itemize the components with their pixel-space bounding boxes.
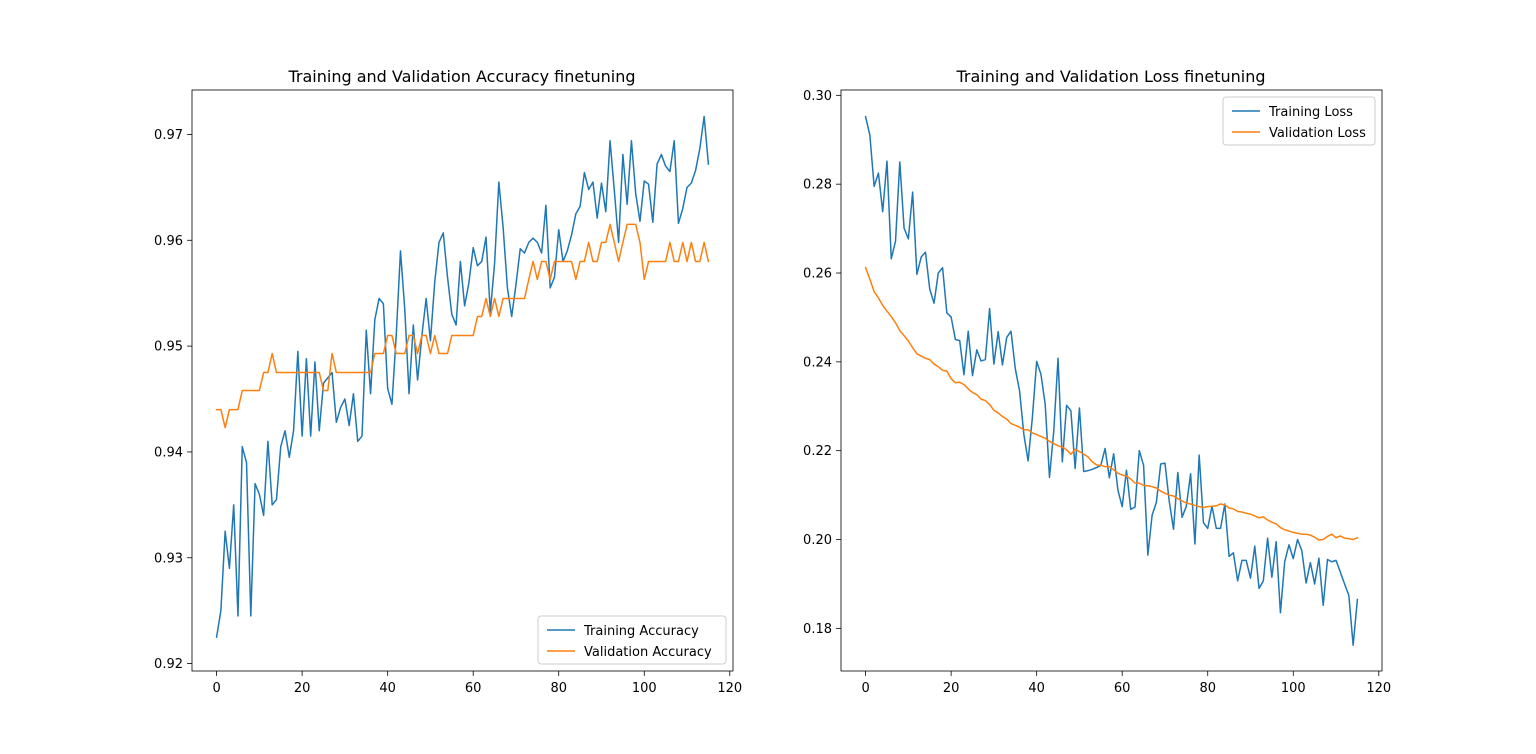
accuracy-chart-title: Training and Validation Accuracy finetun… xyxy=(288,67,636,86)
loss-y-tick-label: 0.22 xyxy=(803,444,832,459)
loss-y-tick-label: 0.30 xyxy=(803,89,832,104)
loss-x-tick-label: 40 xyxy=(1028,681,1045,696)
accuracy-x-tick-label: 0 xyxy=(212,681,220,696)
loss-x-tick-label: 80 xyxy=(1199,681,1216,696)
loss-y-tick-label: 0.20 xyxy=(803,533,832,548)
loss-y-tick-label: 0.26 xyxy=(803,267,832,282)
loss-panel: Training and Validation Loss finetuning … xyxy=(803,67,1391,696)
accuracy-legend-label: Validation Accuracy xyxy=(584,645,712,660)
accuracy-y-tick-label: 0.92 xyxy=(154,657,183,672)
accuracy-y-tick-label: 0.93 xyxy=(154,551,183,566)
accuracy-x-tick-label: 40 xyxy=(379,681,396,696)
accuracy-y-tick-label: 0.96 xyxy=(154,234,183,249)
loss-axes-frame xyxy=(840,89,1383,672)
accuracy-panel: Training and Validation Accuracy finetun… xyxy=(154,67,742,696)
loss-x-tick-label: 120 xyxy=(1366,681,1391,696)
loss-plot-area: 0 20 40 60 80 100 120 0.18 0.20 0.22 0.24 0.26 0.28 0… xyxy=(803,89,1391,696)
accuracy-y-tick-label: 0.97 xyxy=(154,128,183,143)
accuracy-axes-frame xyxy=(191,89,734,672)
loss-legend-label: Training Loss xyxy=(1268,105,1353,120)
accuracy-x-tick-label: 20 xyxy=(294,681,311,696)
loss-legend: Training Loss Validation Loss xyxy=(1222,96,1376,146)
accuracy-legend-label: Training Accuracy xyxy=(583,624,699,639)
loss-y-tick-label: 0.24 xyxy=(803,355,832,370)
loss-x-tick-label: 100 xyxy=(1281,681,1306,696)
accuracy-x-tick-label: 80 xyxy=(550,681,567,696)
accuracy-series-line-validation xyxy=(215,223,710,429)
accuracy-y-tick-label: 0.94 xyxy=(154,445,183,460)
accuracy-x-tick-label: 120 xyxy=(717,681,742,696)
loss-series-line-training xyxy=(864,115,1359,646)
accuracy-x-tick-label: 100 xyxy=(632,681,657,696)
accuracy-series-line-training xyxy=(215,115,710,638)
accuracy-y-tick-label: 0.95 xyxy=(154,340,183,355)
accuracy-legend: Training Accuracy Validation Accuracy xyxy=(537,615,727,665)
accuracy-plot-area: 0 20 40 60 80 100 120 0.92 0.93 0.94 0.95 0.96 0.97 xyxy=(154,89,742,696)
loss-x-tick-label: 60 xyxy=(1114,681,1131,696)
loss-series-line-validation xyxy=(864,266,1359,541)
loss-chart-title: Training and Validation Loss finetuning xyxy=(955,67,1265,86)
accuracy-x-tick-label: 60 xyxy=(465,681,482,696)
loss-x-tick-label: 0 xyxy=(861,681,869,696)
loss-legend-label: Validation Loss xyxy=(1269,126,1366,141)
loss-x-tick-label: 20 xyxy=(943,681,960,696)
loss-legend-box xyxy=(1222,96,1376,146)
accuracy-legend-box xyxy=(537,615,727,665)
loss-y-tick-label: 0.28 xyxy=(803,178,832,193)
loss-y-tick-label: 0.18 xyxy=(803,622,832,637)
